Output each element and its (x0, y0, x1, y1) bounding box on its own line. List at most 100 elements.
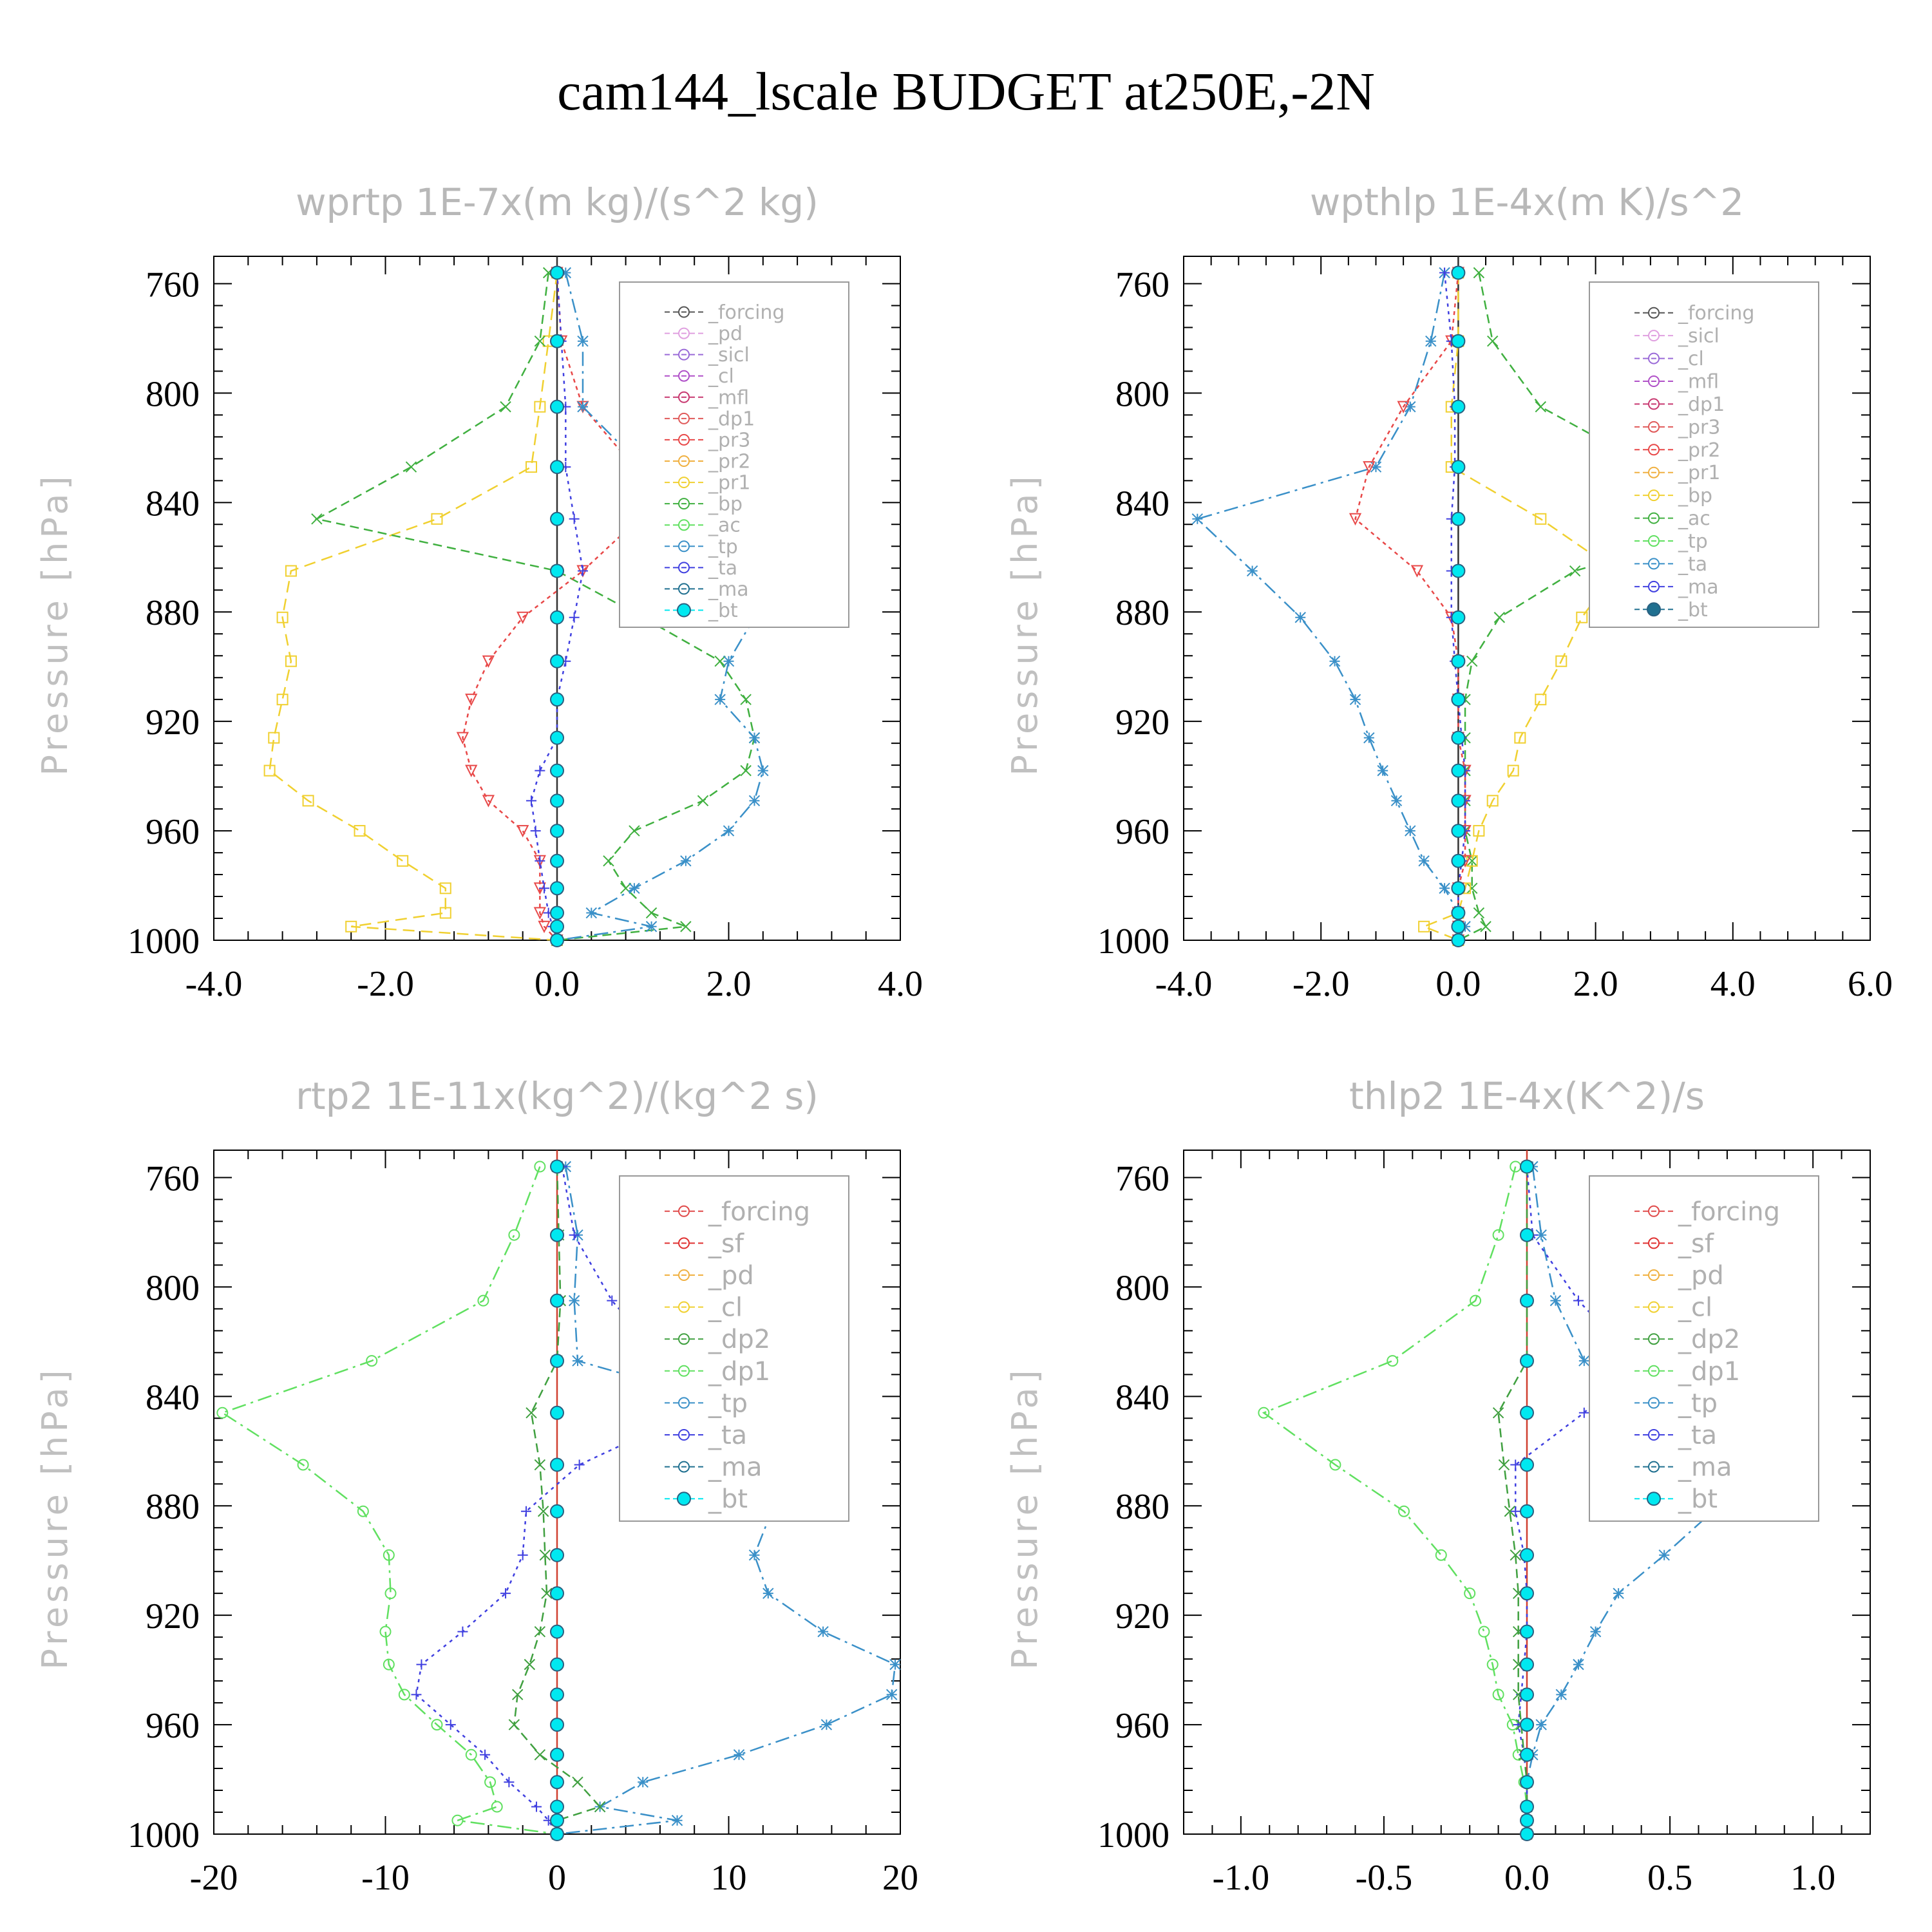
data-point (526, 461, 538, 473)
data-point (577, 401, 589, 413)
data-point (1370, 461, 1382, 473)
y-tick-label: 760 (146, 1159, 200, 1198)
data-point (263, 764, 276, 777)
data-point (1439, 882, 1450, 894)
x-tick-label: -2.0 (357, 964, 414, 1004)
legend-entry: _ac (708, 515, 741, 537)
y-tick-label: 760 (146, 265, 200, 305)
data-point (1390, 795, 1403, 807)
y-tick-label: 760 (1115, 1159, 1170, 1198)
data-point (384, 1587, 397, 1600)
data-point (723, 825, 735, 837)
data-point (1535, 694, 1547, 706)
data-point (431, 513, 443, 525)
legend-entry: _bt (1678, 1484, 1718, 1514)
legend-marker (1648, 1205, 1660, 1217)
legend-marker (1648, 1397, 1660, 1409)
data-point (480, 1749, 491, 1760)
series-bt (1451, 265, 1466, 947)
data-point (1492, 1407, 1504, 1419)
data-point (577, 335, 589, 347)
data-point (1451, 564, 1466, 578)
data-point (535, 765, 545, 776)
data-point (526, 795, 537, 806)
data-point (1439, 267, 1450, 278)
legend-marker (678, 348, 690, 361)
y-tick-label: 840 (1115, 1378, 1170, 1417)
data-point (354, 825, 366, 837)
data-point (569, 513, 580, 524)
legend-entry: _pr3 (1678, 416, 1720, 439)
data-point (1451, 919, 1466, 934)
data-point (550, 919, 564, 934)
legend-entry: _forcing (1678, 302, 1754, 325)
legend-entry: _pr2 (708, 451, 750, 473)
data-point (1410, 565, 1424, 578)
data-point (517, 1549, 528, 1560)
legend-marker (1648, 1461, 1660, 1473)
data-point (550, 399, 564, 414)
panel-title: wpthlp 1E-4x(m K)/s^2 (1310, 180, 1744, 224)
data-point (504, 1777, 515, 1788)
y-tick-label: 880 (146, 1487, 200, 1527)
data-point (297, 1459, 309, 1471)
data-point (550, 824, 564, 838)
y-tick-label: 800 (1115, 1268, 1170, 1308)
data-point (1613, 1587, 1624, 1599)
data-point (398, 1689, 410, 1701)
panel-title: wprtp 1E-7x(m kg)/(s^2 kg) (296, 180, 819, 224)
legend-box (1589, 281, 1819, 628)
legend-entry: _bp (1678, 485, 1712, 507)
legend-marker (677, 603, 691, 618)
legend-marker (678, 519, 690, 531)
data-point (1418, 855, 1430, 867)
legend-marker (678, 562, 690, 574)
legend-entry: _tp (708, 536, 738, 558)
legend-entry: _sicl (1678, 325, 1719, 348)
legend-marker (1648, 1333, 1660, 1345)
panels: wprtp 1E-7x(m kg)/(s^2 kg) Pressure [hPa]… (35, 180, 1893, 1898)
panel-1: wprtp 1E-7x(m kg)/(s^2 kg) Pressure [hPa]… (35, 180, 923, 1004)
legend-marker (678, 498, 690, 510)
legend-entry: _mfl (708, 386, 749, 409)
y-tick-label: 760 (1115, 265, 1170, 305)
data-point (1387, 1355, 1399, 1367)
data-point (645, 907, 658, 919)
data-point (1480, 921, 1492, 933)
data-point (1535, 401, 1547, 413)
data-point (397, 855, 409, 867)
data-point (1464, 1587, 1476, 1600)
data-point (550, 1799, 564, 1814)
data-point (550, 1718, 564, 1732)
data-point (1451, 933, 1466, 947)
panel-3: rtp2 1E-11x(kg^2)/(kg^2 s) Pressure [hPa]… (35, 1074, 918, 1898)
data-point (680, 921, 692, 933)
y-tick-label: 960 (146, 1706, 200, 1746)
data-point (345, 920, 357, 933)
data-point (1510, 1506, 1521, 1517)
legend-marker (678, 1269, 690, 1281)
data-point (1658, 1549, 1670, 1561)
legend-box (619, 281, 849, 628)
data-point (629, 825, 640, 837)
figure-title: cam144_lscale BUDGET at250E,-2N (557, 62, 1375, 122)
data-point (1398, 1505, 1410, 1517)
series-line (1497, 1166, 1528, 1834)
data-point (1466, 855, 1478, 867)
data-point (550, 265, 564, 280)
legend-marker (1648, 466, 1660, 478)
legend-entry: _forcing (1678, 1197, 1780, 1227)
x-tick-label: -4.0 (1155, 964, 1213, 1004)
data-point (1486, 795, 1499, 807)
legend-entry: _ta (708, 557, 737, 580)
data-point (748, 1549, 761, 1561)
legend-entry: _bt (708, 1484, 748, 1514)
data-point (482, 655, 495, 668)
data-point (607, 1295, 618, 1306)
data-point (1492, 1229, 1504, 1241)
data-point (534, 1625, 546, 1638)
data-point (451, 1814, 464, 1826)
y-tick-label: 840 (146, 484, 200, 524)
data-point (1535, 1719, 1547, 1730)
data-point (1520, 1657, 1534, 1672)
